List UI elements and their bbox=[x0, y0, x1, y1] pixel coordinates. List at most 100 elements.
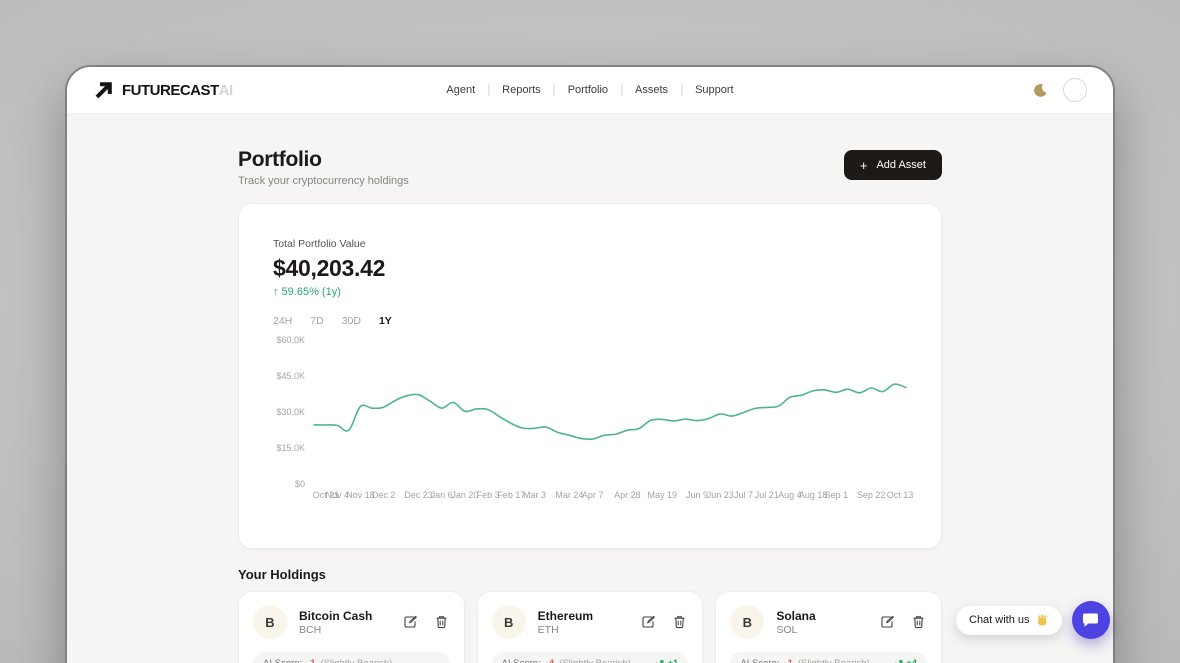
edit-holding-button[interactable] bbox=[401, 613, 419, 631]
edit-holding-button[interactable] bbox=[639, 613, 657, 631]
edit-holding-button[interactable] bbox=[878, 613, 896, 631]
page-subtitle: Track your cryptocurrency holdings bbox=[238, 175, 409, 187]
holdings-heading: Your Holdings bbox=[238, 567, 326, 582]
brand-suffix: AI bbox=[218, 81, 234, 99]
x-axis-tick: Mar 3 bbox=[523, 490, 546, 500]
x-axis-tick: Feb 3 bbox=[477, 490, 500, 500]
holding-card-bch: B Bitcoin Cash BCH bbox=[238, 591, 465, 663]
ai-score-bar: AI Score: -1 (Slightly Bearish) bbox=[253, 652, 450, 663]
delete-holding-button[interactable] bbox=[910, 613, 927, 631]
y-axis-tick: $45.0K bbox=[276, 371, 305, 381]
holding-symbol: ETH bbox=[537, 623, 559, 636]
nav-item-agent[interactable]: Agent bbox=[446, 84, 476, 96]
nav-separator bbox=[621, 84, 623, 96]
trash-icon bbox=[673, 615, 686, 629]
x-axis-tick: Sep 22 bbox=[857, 490, 886, 500]
x-axis-tick: Apr 28 bbox=[614, 490, 641, 500]
brand-name: FUTURECAST bbox=[122, 81, 219, 99]
holding-name: Ethereum bbox=[537, 608, 594, 623]
app-header: FUTURECAST AI Agent Reports Portfolio Ass… bbox=[67, 67, 1113, 114]
portfolio-value-card: Total Portfolio Value $40,203.42 ↑ 59.65… bbox=[238, 203, 942, 549]
ai-score-sentiment: (Slightly Bearish) bbox=[798, 658, 870, 663]
user-avatar[interactable] bbox=[1063, 78, 1087, 102]
nav-separator bbox=[553, 84, 555, 96]
ai-score-value: -1 bbox=[784, 658, 792, 663]
page-head: Portfolio Track your cryptocurrency hold… bbox=[238, 148, 942, 187]
nav-separator bbox=[681, 84, 683, 96]
x-axis-tick: Dec 2 bbox=[372, 490, 396, 500]
brand-logo[interactable]: FUTURECAST AI bbox=[93, 80, 233, 101]
holding-card-sol: B Solana SOL bbox=[715, 591, 942, 663]
holdings-list: B Bitcoin Cash BCH bbox=[238, 591, 942, 663]
x-axis-tick: Jun 9 bbox=[686, 490, 708, 500]
pencil-square-icon bbox=[641, 615, 656, 629]
holding-card-eth: B Ethereum ETH bbox=[476, 591, 704, 663]
add-asset-button[interactable]: + Add Asset bbox=[843, 150, 942, 180]
x-axis-tick: Jan 6 bbox=[431, 490, 453, 500]
coin-avatar: B bbox=[253, 605, 287, 639]
ai-score-value: -1 bbox=[307, 658, 315, 663]
logo-arrow-icon bbox=[93, 80, 114, 101]
x-axis-tick: Feb 17 bbox=[497, 490, 525, 500]
app-window: FUTURECAST AI Agent Reports Portfolio Ass… bbox=[65, 65, 1115, 663]
total-value-amount: $40,203.42 bbox=[273, 255, 386, 281]
trending-up-icon bbox=[653, 659, 664, 663]
theme-toggle-moon-icon[interactable] bbox=[1033, 83, 1048, 98]
x-axis-tick: Sep 1 bbox=[825, 490, 849, 500]
range-tab-24h[interactable]: 24H bbox=[273, 315, 293, 327]
x-axis-tick: Nov 18 bbox=[346, 490, 375, 500]
holding-name: Bitcoin Cash bbox=[299, 608, 373, 623]
pencil-square-icon bbox=[403, 615, 417, 629]
range-tab-7d[interactable]: 7D bbox=[310, 315, 324, 327]
delete-holding-button[interactable] bbox=[433, 613, 450, 631]
chat-with-us-button[interactable]: Chat with us bbox=[956, 605, 1062, 635]
y-axis-tick: $60.0K bbox=[276, 335, 305, 345]
range-tabs: 24H 7D 30D 1Y bbox=[273, 315, 907, 327]
x-axis-tick: Jun 23 bbox=[707, 490, 734, 500]
range-tab-30d[interactable]: 30D bbox=[341, 315, 361, 327]
coin-avatar: B bbox=[491, 605, 526, 639]
x-axis-tick: Oct 13 bbox=[887, 490, 914, 500]
header-actions bbox=[1033, 78, 1087, 102]
score-trend: +1 bbox=[653, 658, 678, 663]
chat-bubble-icon bbox=[1082, 612, 1099, 628]
value-change-badge: ↑ 59.65% (1y) bbox=[273, 286, 341, 298]
nav-item-support[interactable]: Support bbox=[695, 84, 734, 96]
x-axis-tick: Oct 21 bbox=[313, 490, 340, 500]
trending-up-icon bbox=[892, 659, 903, 663]
pencil-square-icon bbox=[880, 615, 894, 629]
coin-avatar: B bbox=[730, 605, 765, 639]
x-axis-tick: Jul 21 bbox=[755, 490, 779, 500]
total-value-label: Total Portfolio Value bbox=[273, 238, 366, 250]
x-axis-tick: Dec 23 bbox=[404, 490, 433, 500]
portfolio-line bbox=[313, 383, 907, 441]
nav-item-portfolio[interactable]: Portfolio bbox=[567, 84, 609, 96]
ai-score-sentiment: (Slightly Bearish) bbox=[321, 658, 393, 663]
ai-score-value: -4 bbox=[546, 658, 554, 663]
score-trend: +4 bbox=[892, 658, 917, 663]
x-axis-tick: Aug 4 bbox=[778, 490, 802, 500]
holding-symbol: SOL bbox=[776, 623, 798, 636]
plus-icon: + bbox=[859, 157, 868, 173]
x-axis-tick: Nov 4 bbox=[325, 490, 349, 500]
x-axis-tick: Mar 24 bbox=[555, 490, 583, 500]
x-axis-tick: May 19 bbox=[647, 490, 677, 500]
nav-item-assets[interactable]: Assets bbox=[635, 84, 669, 96]
ai-score-bar: AI Score: -1 (Slightly Bearish) +4 bbox=[730, 652, 927, 663]
ai-score-sentiment: (Slightly Bearish) bbox=[559, 658, 631, 663]
nav-item-reports[interactable]: Reports bbox=[502, 84, 541, 96]
trash-icon bbox=[912, 615, 925, 629]
holding-name: Solana bbox=[776, 608, 816, 623]
y-axis-tick: $0 bbox=[295, 479, 305, 489]
range-tab-1y[interactable]: 1Y bbox=[378, 315, 392, 327]
x-axis-tick: Aug 18 bbox=[799, 490, 828, 500]
delete-holding-button[interactable] bbox=[671, 613, 688, 631]
add-asset-label: Add Asset bbox=[876, 159, 926, 171]
holding-symbol: BCH bbox=[299, 623, 322, 636]
x-axis-tick: Jul 7 bbox=[734, 490, 753, 500]
chat-launcher-button[interactable] bbox=[1071, 601, 1110, 639]
x-axis-tick: Apr 7 bbox=[582, 490, 604, 500]
chat-widget: Chat with us bbox=[956, 601, 1110, 639]
